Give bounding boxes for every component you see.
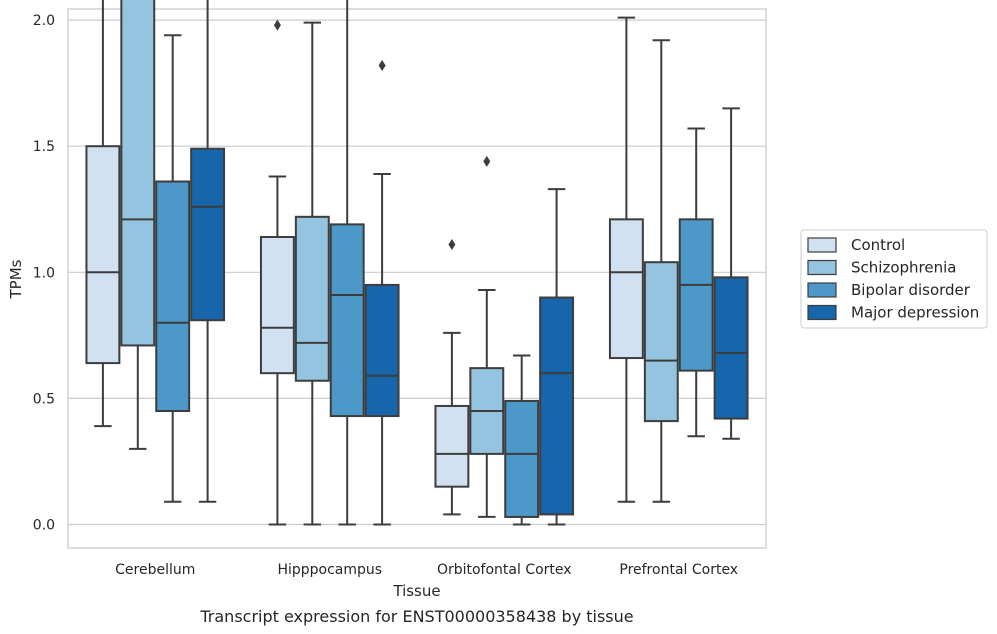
box-3-1 (643, 39, 679, 503)
box-3-3 (713, 107, 749, 440)
y-tick-label: 1.0 (33, 265, 55, 281)
box-0-3 (190, 0, 226, 503)
box-1-0 (259, 19, 295, 526)
outlier-point (448, 239, 456, 251)
box-iqr (85, 145, 121, 365)
box-3-0 (608, 16, 644, 503)
box-1-1 (294, 21, 330, 526)
x-tick-label: Prefrontal Cortex (619, 562, 738, 578)
box-iqr (190, 147, 226, 322)
x-tick-label: Orbitofontal Cortex (437, 562, 572, 578)
legend-frame (800, 229, 988, 329)
box-2-2 (504, 354, 540, 526)
box-iqr (259, 235, 295, 375)
x-axis-title: Tissue (392, 582, 440, 600)
y-tick-label: 1.5 (33, 139, 55, 155)
box-0-0 (85, 0, 121, 428)
legend-label: Control (851, 236, 905, 254)
y-tick-labels: 0.00.51.01.52.02.53.03.54.0 (33, 13, 55, 534)
legend-swatch (807, 304, 837, 321)
y-tick-label: 0.5 (33, 391, 55, 407)
legend-swatch (807, 282, 837, 298)
box-0-1 (120, 0, 156, 450)
legend-label: Bipolar disorder (851, 281, 971, 299)
outlier-point (273, 19, 281, 31)
x-tick-label: Hipppocampus (277, 562, 382, 578)
legend-swatch (807, 237, 837, 253)
legend-label: Major depression (851, 304, 979, 322)
box-iqr (120, 0, 156, 347)
box-iqr (643, 261, 679, 423)
box-2-1 (469, 155, 505, 518)
legend-swatch (807, 259, 837, 276)
legend-label: Schizophrenia (851, 259, 956, 277)
y-tick-label: 0.0 (33, 518, 55, 534)
box-2-0 (434, 239, 470, 516)
x-tick-labels: Cerebellum Hipppocampus Orbitofontal Corte… (115, 562, 738, 578)
y-axis-title: TPMs (7, 259, 25, 299)
box-iqr (364, 283, 400, 418)
box-1-3 (364, 59, 400, 526)
box-iqr (678, 218, 714, 372)
outlier-point (378, 59, 386, 71)
box-iqr (713, 276, 749, 420)
box-iqr (155, 180, 191, 413)
outlier-point (483, 155, 491, 167)
box-series (85, 0, 749, 526)
x-tick-label: Cerebellum (115, 562, 195, 578)
box-iqr (329, 223, 365, 418)
box-iqr (434, 404, 470, 488)
y-tick-label: 2.0 (33, 13, 55, 29)
figure-caption: Transcript expression for ENST0000035843… (199, 607, 633, 626)
box-iqr (608, 218, 644, 360)
box-2-3 (539, 188, 575, 526)
box-0-2 (155, 34, 191, 503)
plot-area-frame (67, 8, 767, 549)
box-iqr (294, 215, 330, 382)
legend: Control Schizophrenia Bipolar disorder Majo… (800, 229, 988, 329)
box-iqr (539, 296, 575, 516)
box-1-2 (329, 0, 365, 526)
box-iqr (504, 399, 540, 518)
box-3-2 (678, 127, 714, 438)
